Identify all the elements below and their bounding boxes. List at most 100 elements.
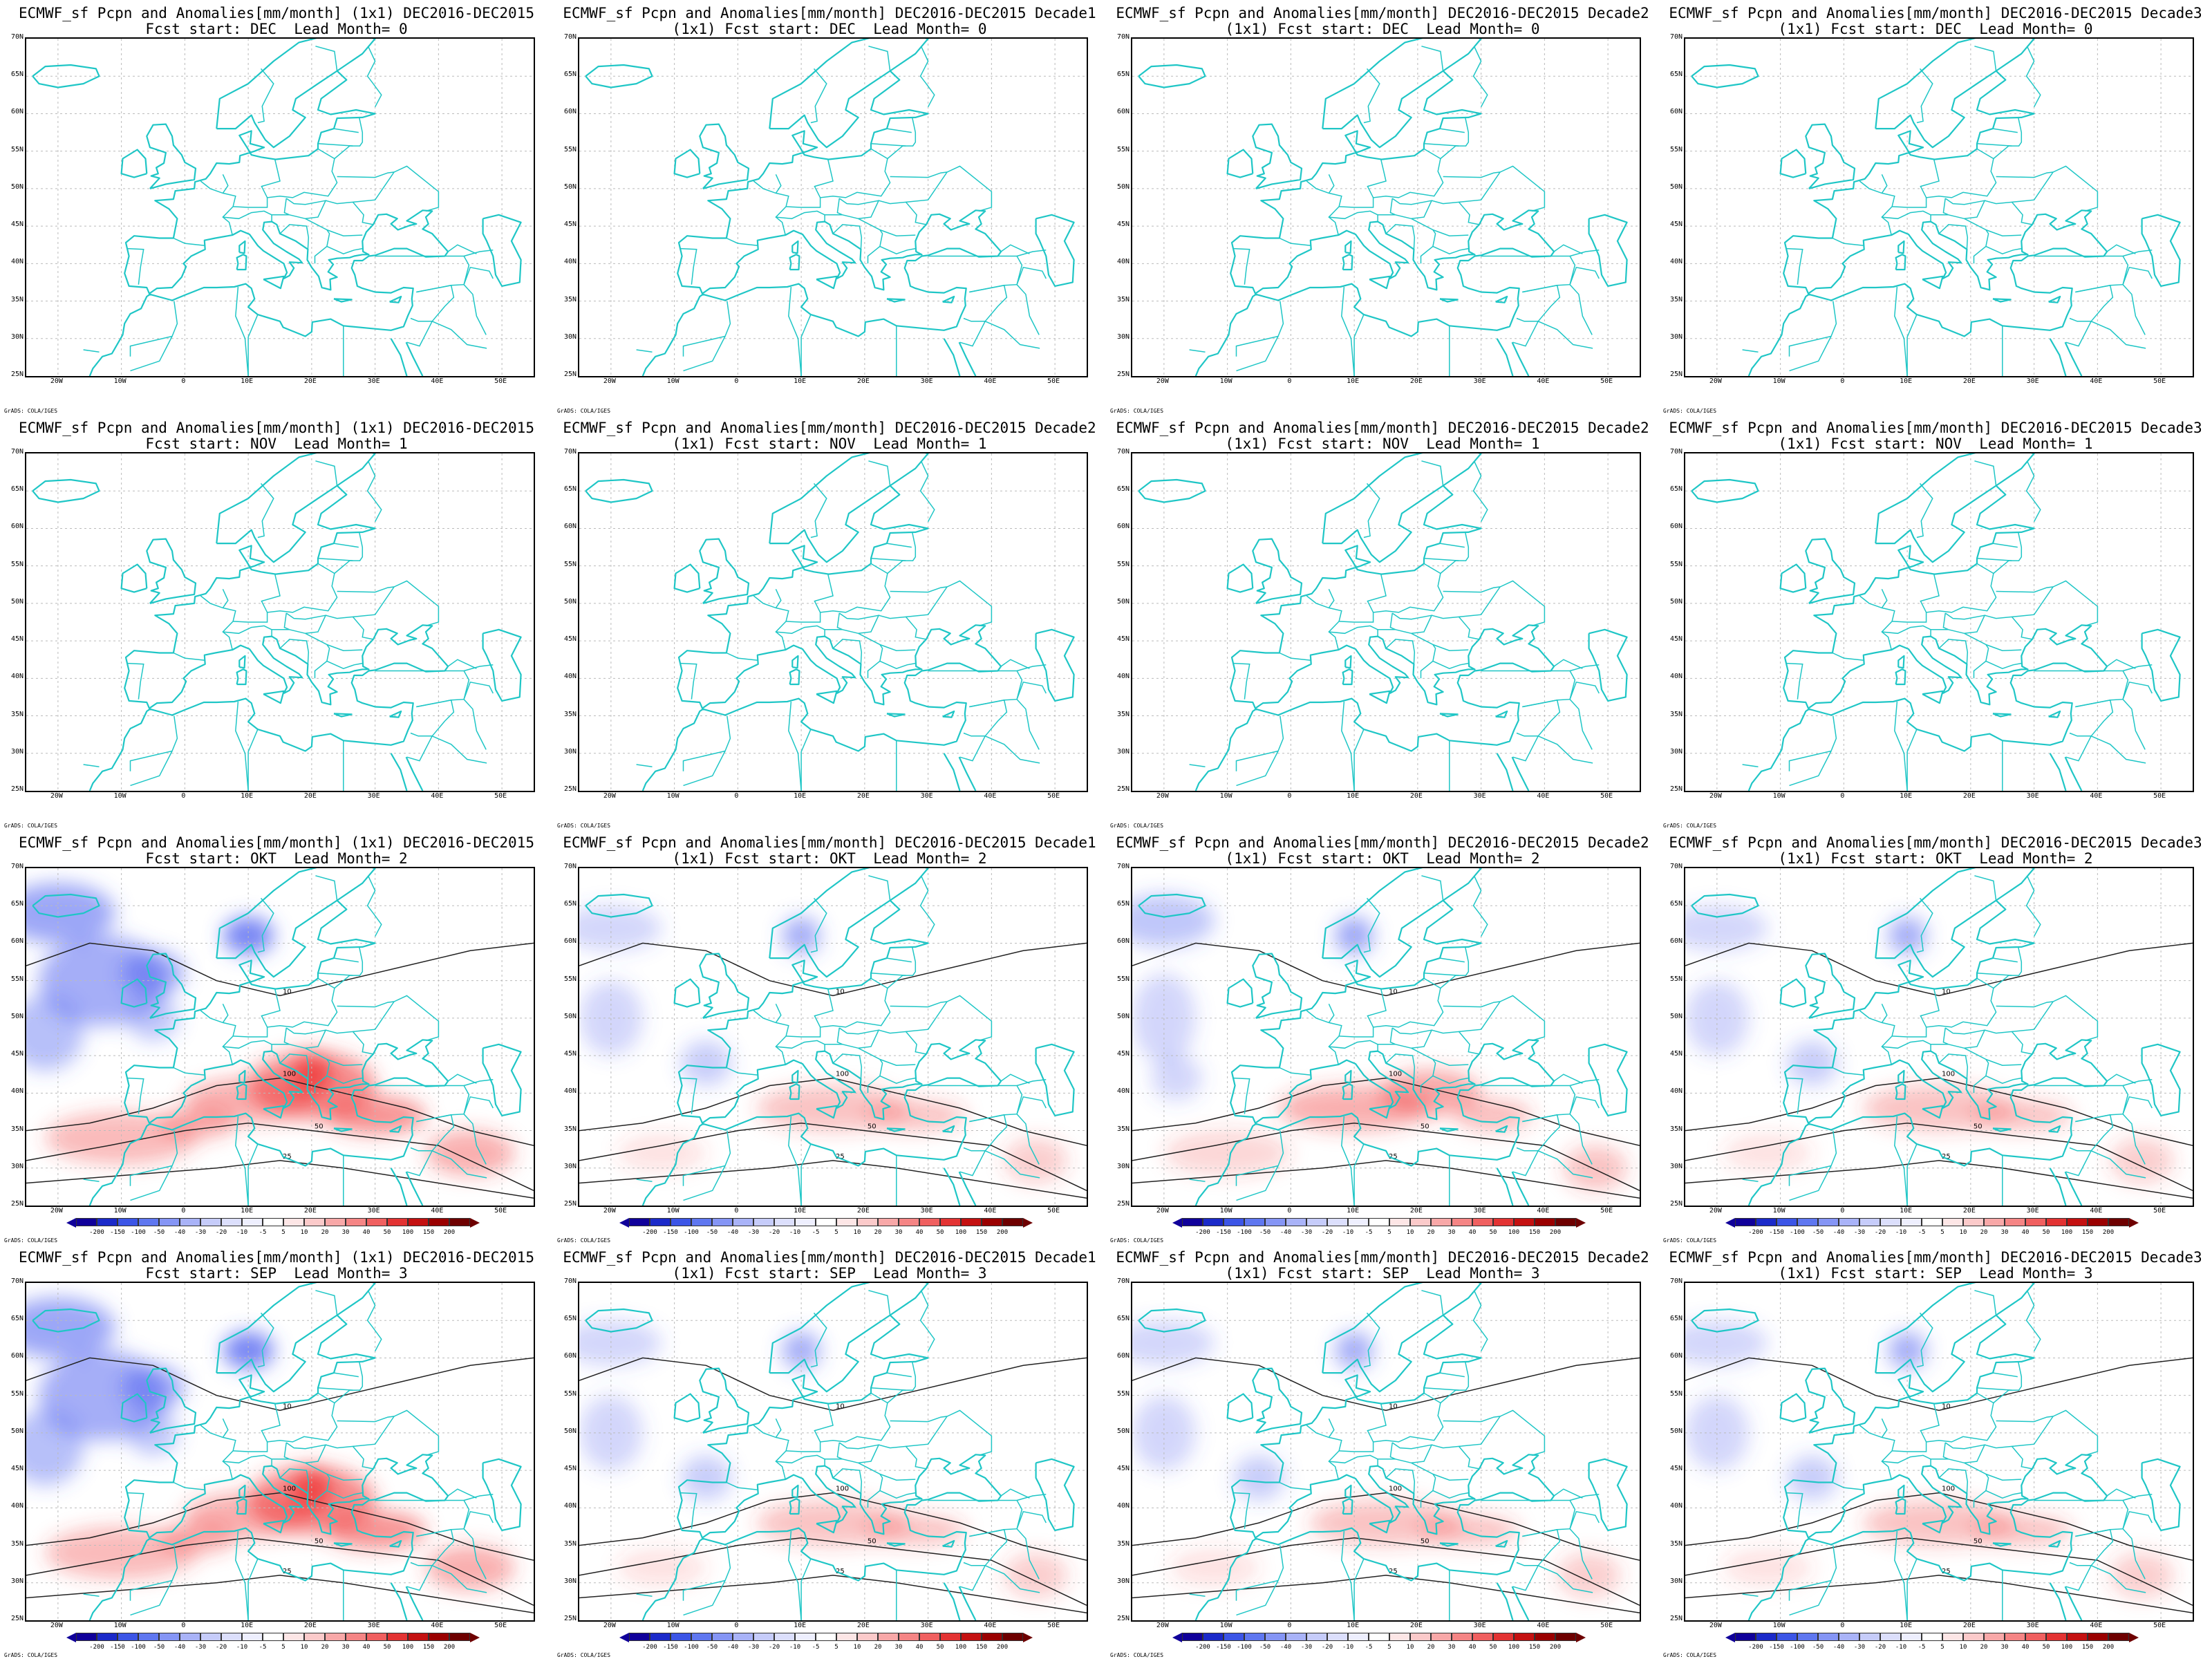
country-border [1537,321,1593,349]
country-border [1786,247,1803,285]
colorbar-label: 5 [834,1644,838,1651]
coastline [1252,123,1303,189]
coastline [816,275,838,290]
colorbar-label: 20 [321,1229,329,1236]
lon-tick-label: 10E [1900,1207,1913,1215]
lon-tick-label: 50E [2153,1622,2166,1629]
country-border [431,1150,487,1179]
lat-tick-label: 60N [1669,937,1683,946]
map-area: 100 50 25 10 [1131,1282,1641,1622]
lon-tick-label: 40E [431,377,444,385]
coastline [1779,563,1807,593]
lon-tick-label: 30E [2026,1207,2039,1215]
colorbar-label: 50 [1489,1644,1497,1651]
country-border [1279,237,1311,247]
map-panel: ECMWF_sf Pcpn and Anomalies[mm/month] (1… [0,1244,553,1659]
contour-line [579,1575,1087,1613]
country-border [326,1075,363,1085]
colorbar-cell [325,1633,346,1641]
coastline [1252,953,1303,1019]
lat-tick-label: 70N [563,1277,577,1285]
positive-anomaly-area [1004,1138,1068,1183]
country-border [200,180,236,236]
colorbar-cell [97,1218,118,1226]
grads-credit: GrADS: COLA/IGES [1663,1652,1717,1658]
panel-title-line2: (1x1) Fcst start: SEP Lead Month= 3 [672,1265,987,1282]
colorbar-label: -30 [1300,1644,1313,1651]
lat-tick-label: 40N [1669,1087,1683,1096]
coastline [236,1083,247,1100]
country-border [463,284,487,335]
lon-tick-label: 10W [666,377,679,385]
coastline [390,338,408,376]
lat-tick-label: 35N [10,1125,24,1133]
panel-title-line2: Fcst start: OKT Lead Month= 2 [145,850,408,867]
positive-anomaly-area [1004,1553,1068,1598]
colorbar-cell [1472,1633,1493,1641]
colorbar-cell [1984,1633,2005,1641]
contour-line [1685,1492,2193,1561]
grads-credit: GrADS: COLA/IGES [4,408,58,414]
country-border [2034,255,2129,293]
lat-tick-label: 70N [1116,448,1130,456]
country-border [463,1510,494,1529]
positive-anomaly-area [292,1051,331,1097]
country-border [1993,946,2023,989]
lat-tick-label: 50N [1669,1427,1683,1435]
colorbar-cell [449,1633,470,1641]
country-border [1976,973,2012,976]
lat-tick-label: 30N [10,1162,24,1170]
colorbar-cell [159,1633,180,1641]
coastline [1805,953,1856,1019]
contour-line [1685,942,2193,997]
colorbar-cell [283,1633,304,1641]
country-border [1916,1312,1933,1368]
lon-tick-label: 0 [181,1622,186,1629]
colorbar-cell [138,1633,159,1641]
coastline [389,1125,402,1133]
coastline [816,1519,838,1534]
coastline [146,953,197,1019]
lon-tick-label: 50E [1047,1622,1060,1629]
panel-title-line1: ECMWF_sf Pcpn and Anomalies[mm/month] DE… [1669,420,2202,436]
contour-label: 50 [1974,1123,1983,1131]
lat-tick-label: 45N [1669,1050,1683,1058]
country-border [680,1492,697,1529]
contour-line [579,1160,1087,1199]
colorbar-min-arrow [1172,1218,1182,1228]
country-border [858,218,883,264]
colorbar-cell [1555,1633,1576,1641]
country-border [868,875,891,901]
colorbar-label: 50 [2042,1644,2050,1651]
anomaly-shading [1132,894,1627,1191]
country-border [1859,180,1895,236]
lat-tick-label: 55N [1669,145,1683,153]
colorbar-cell [429,1633,449,1641]
colorbar-cell [346,1633,366,1641]
panel-title-line2: (1x1) Fcst start: DEC Lead Month= 0 [1225,21,1540,37]
colorbar-cell [1735,1218,1756,1226]
coastline [1369,275,1391,290]
lon-tick-label: 30E [1473,1622,1486,1629]
lat-tick-label: 35N [10,295,24,303]
coastline [1897,240,1905,254]
country-border [1985,644,2022,651]
country-border [1363,1312,1380,1368]
country-border [1439,1372,1465,1378]
country-border [1016,250,1047,257]
contour-line [579,1537,1087,1606]
lon-tick-label: 0 [1840,1207,1845,1215]
map-panel: ECMWF_sf Pcpn and Anomalies[mm/month] (1… [0,415,553,830]
country-border [130,751,173,787]
country-border [775,1003,782,1023]
lon-tick-label: 10E [241,1207,254,1215]
country-border [878,615,927,640]
coastline [2064,756,2083,791]
country-border [325,1029,374,1055]
lon-tick-label: 30E [367,1207,380,1215]
coastlines [585,1283,1075,1620]
positive-anomaly-area [1557,1553,1621,1598]
lon-tick-label: 20E [1409,377,1423,385]
